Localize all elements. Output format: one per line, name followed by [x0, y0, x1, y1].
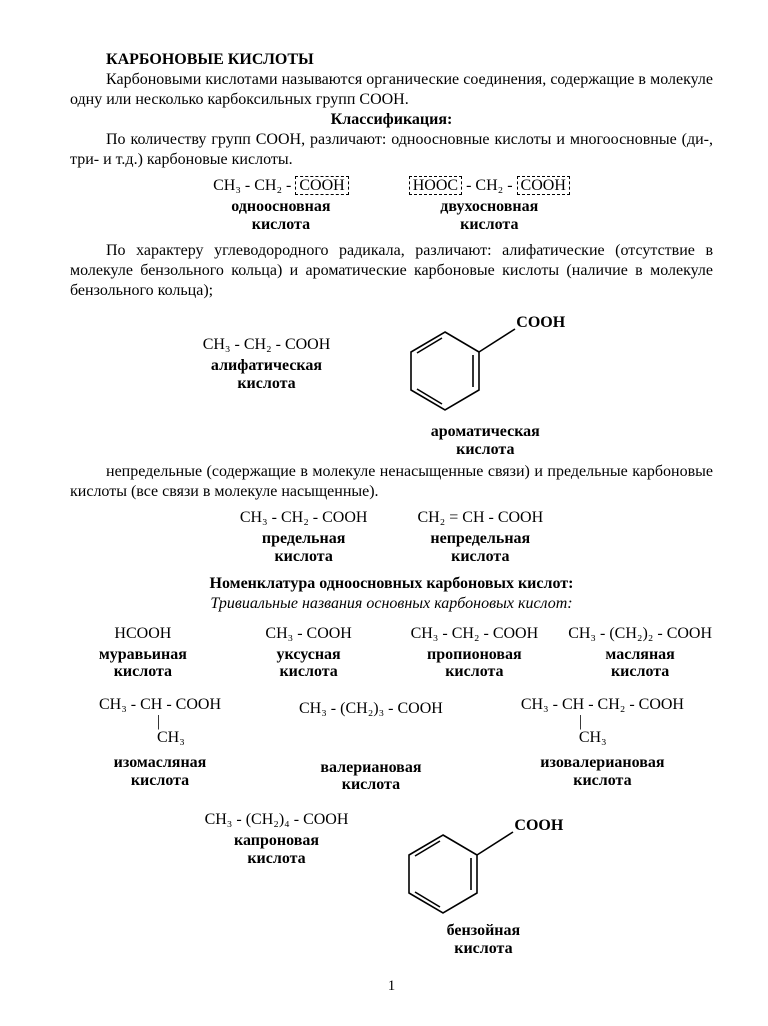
page-number: 1: [70, 977, 713, 996]
isobut-l1: CH₃ - CH - COOH: [99, 697, 221, 714]
propionic-name1: пропионовая: [427, 646, 522, 663]
benzoic-name2: кислота: [454, 940, 512, 957]
mono-box: COOH: [295, 176, 348, 195]
formic-block: HCOOH муравьиная кислота: [70, 624, 216, 681]
propionic-name2: кислота: [445, 663, 503, 680]
butyric-block: CH₃ - (CH₂)₂ - COOH масляная кислота: [567, 624, 713, 681]
formic-name1: муравьиная: [99, 646, 187, 663]
title: КАРБОНОВЫЕ КИСЛОТЫ: [70, 50, 713, 70]
caproic-block: CH₃ - (CH₂)₄ - COOH капроновая кислота: [205, 810, 349, 867]
valeric-block: CH₃ - (CH₂)₃ - COOH валериановая кислота: [299, 697, 443, 794]
mono-label1: одноосновная: [231, 198, 330, 215]
isobut-branch: CH₃: [99, 730, 221, 747]
monobasic-block: CH₃ - CH₂ - COOH одноосновная кислота: [213, 176, 349, 233]
isoval-l1: CH₃ - CH - CH₂ - COOH: [521, 697, 684, 714]
page: КАРБОНОВЫЕ КИСЛОТЫ Карбоновыми кислотами…: [0, 0, 768, 1026]
classification-p2: По характеру углеводородного радикала, р…: [70, 241, 713, 301]
caproic-formula: CH₃ - (CH₂)₄ - COOH: [205, 810, 349, 830]
unsaturated-block: CH₂ = CH - COOH непредельная кислота: [417, 508, 543, 565]
sat-formula: CH₃ - CH₂ - COOH: [240, 508, 368, 528]
butyric-name2: кислота: [611, 663, 669, 680]
isovaleric-block: CH₃ - CH - CH₂ - COOH | CH₃ изовалериано…: [521, 697, 684, 794]
sat-label1: предельная: [262, 530, 346, 547]
di-mid: - CH₂ -: [462, 177, 516, 194]
nomenclature-heading: Номенклатура одноосновных карбоновых кис…: [70, 574, 713, 594]
formic-formula: HCOOH: [70, 624, 216, 644]
di-box2: COOH: [517, 176, 570, 195]
di-label1: двухосновная: [440, 198, 538, 215]
acetic-name1: уксусная: [277, 646, 341, 663]
classification-heading: Классификация:: [70, 110, 713, 130]
arom-cooh: COOH: [516, 313, 565, 333]
valeric-name2: кислота: [342, 776, 400, 793]
butyric-name1: масляная: [605, 646, 674, 663]
arom-label1: ароматическая: [431, 423, 540, 440]
isoval-branch: CH₃: [521, 730, 684, 747]
caproic-name2: кислота: [247, 850, 305, 867]
propionic-formula: CH₃ - CH₂ - COOH: [402, 624, 548, 644]
nomenclature-sub: Тривиальные названия основных карбоновых…: [70, 594, 713, 614]
dibasic-block: HOOC - CH₂ - COOH двухосновная кислота: [409, 176, 570, 233]
acetic-name2: кислота: [279, 663, 337, 680]
classification-p1: По количеству групп COOH, различают: одн…: [70, 130, 713, 170]
acetic-formula: CH₃ - COOH: [236, 624, 382, 644]
isobutyric-block: CH₃ - CH - COOH | CH₃ изомасляная кислот…: [99, 697, 221, 794]
aliphatic-aromatic-row: CH₃ - CH₂ - COOH алифатическая кислота C: [70, 307, 713, 458]
benzoic-cooh: COOH: [514, 816, 563, 836]
aliph-label2: кислота: [237, 375, 295, 392]
basicity-examples: CH₃ - CH₂ - COOH одноосновная кислота HO…: [70, 176, 713, 233]
acetic-block: CH₃ - COOH уксусная кислота: [236, 624, 382, 681]
isoval-name2: кислота: [573, 772, 631, 789]
intro-paragraph: Карбоновыми кислотами называются органич…: [70, 70, 713, 110]
mono-label2: кислота: [252, 216, 310, 233]
isobut-name2: кислота: [131, 772, 189, 789]
unsat-label1: непредельная: [430, 530, 530, 547]
di-box1: HOOC: [409, 176, 462, 195]
isoval-name1: изовалериановая: [540, 754, 664, 771]
saturated-block: CH₃ - CH₂ - COOH предельная кислота: [240, 508, 368, 565]
benzoic-block: COOH бензойная кислота: [388, 810, 578, 957]
mono-left: CH₃ - CH₂ -: [213, 177, 295, 194]
propionic-block: CH₃ - CH₂ - COOH пропионовая кислота: [402, 624, 548, 681]
acids-row3: CH₃ - (CH₂)₄ - COOH капроновая кислота C: [70, 810, 713, 957]
sat-label2: кислота: [274, 548, 332, 565]
formic-name2: кислота: [114, 663, 172, 680]
isobut-vbar: |: [99, 714, 221, 731]
isoval-vbar: |: [521, 714, 684, 731]
isobut-name1: изомасляная: [114, 754, 207, 771]
aliphatic-block: CH₃ - CH₂ - COOH алифатическая кислота: [203, 335, 331, 392]
aliph-formula: CH₃ - CH₂ - COOH: [203, 335, 331, 355]
classification-p3: непредельные (содержащие в молекуле нена…: [70, 462, 713, 502]
acids-row2: CH₃ - CH - COOH | CH₃ изомасляная кислот…: [70, 697, 713, 794]
saturation-row: CH₃ - CH₂ - COOH предельная кислота CH₂ …: [70, 508, 713, 565]
benzoic-name1: бензойная: [447, 922, 521, 939]
caproic-name1: капроновая: [234, 832, 319, 849]
arom-label2: кислота: [456, 441, 514, 458]
aliph-label1: алифатическая: [211, 357, 322, 374]
butyric-formula: CH₃ - (CH₂)₂ - COOH: [567, 624, 713, 644]
aromatic-block: COOH ароматическая кислота: [390, 307, 580, 458]
unsat-formula: CH₂ = CH - COOH: [417, 508, 543, 528]
di-label2: кислота: [460, 216, 518, 233]
valeric-name1: валериановая: [320, 759, 421, 776]
acids-row1: HCOOH муравьиная кислота CH₃ - COOH уксу…: [70, 624, 713, 681]
unsat-label2: кислота: [451, 548, 509, 565]
valeric-formula: CH₃ - (CH₂)₃ - COOH: [299, 699, 443, 719]
